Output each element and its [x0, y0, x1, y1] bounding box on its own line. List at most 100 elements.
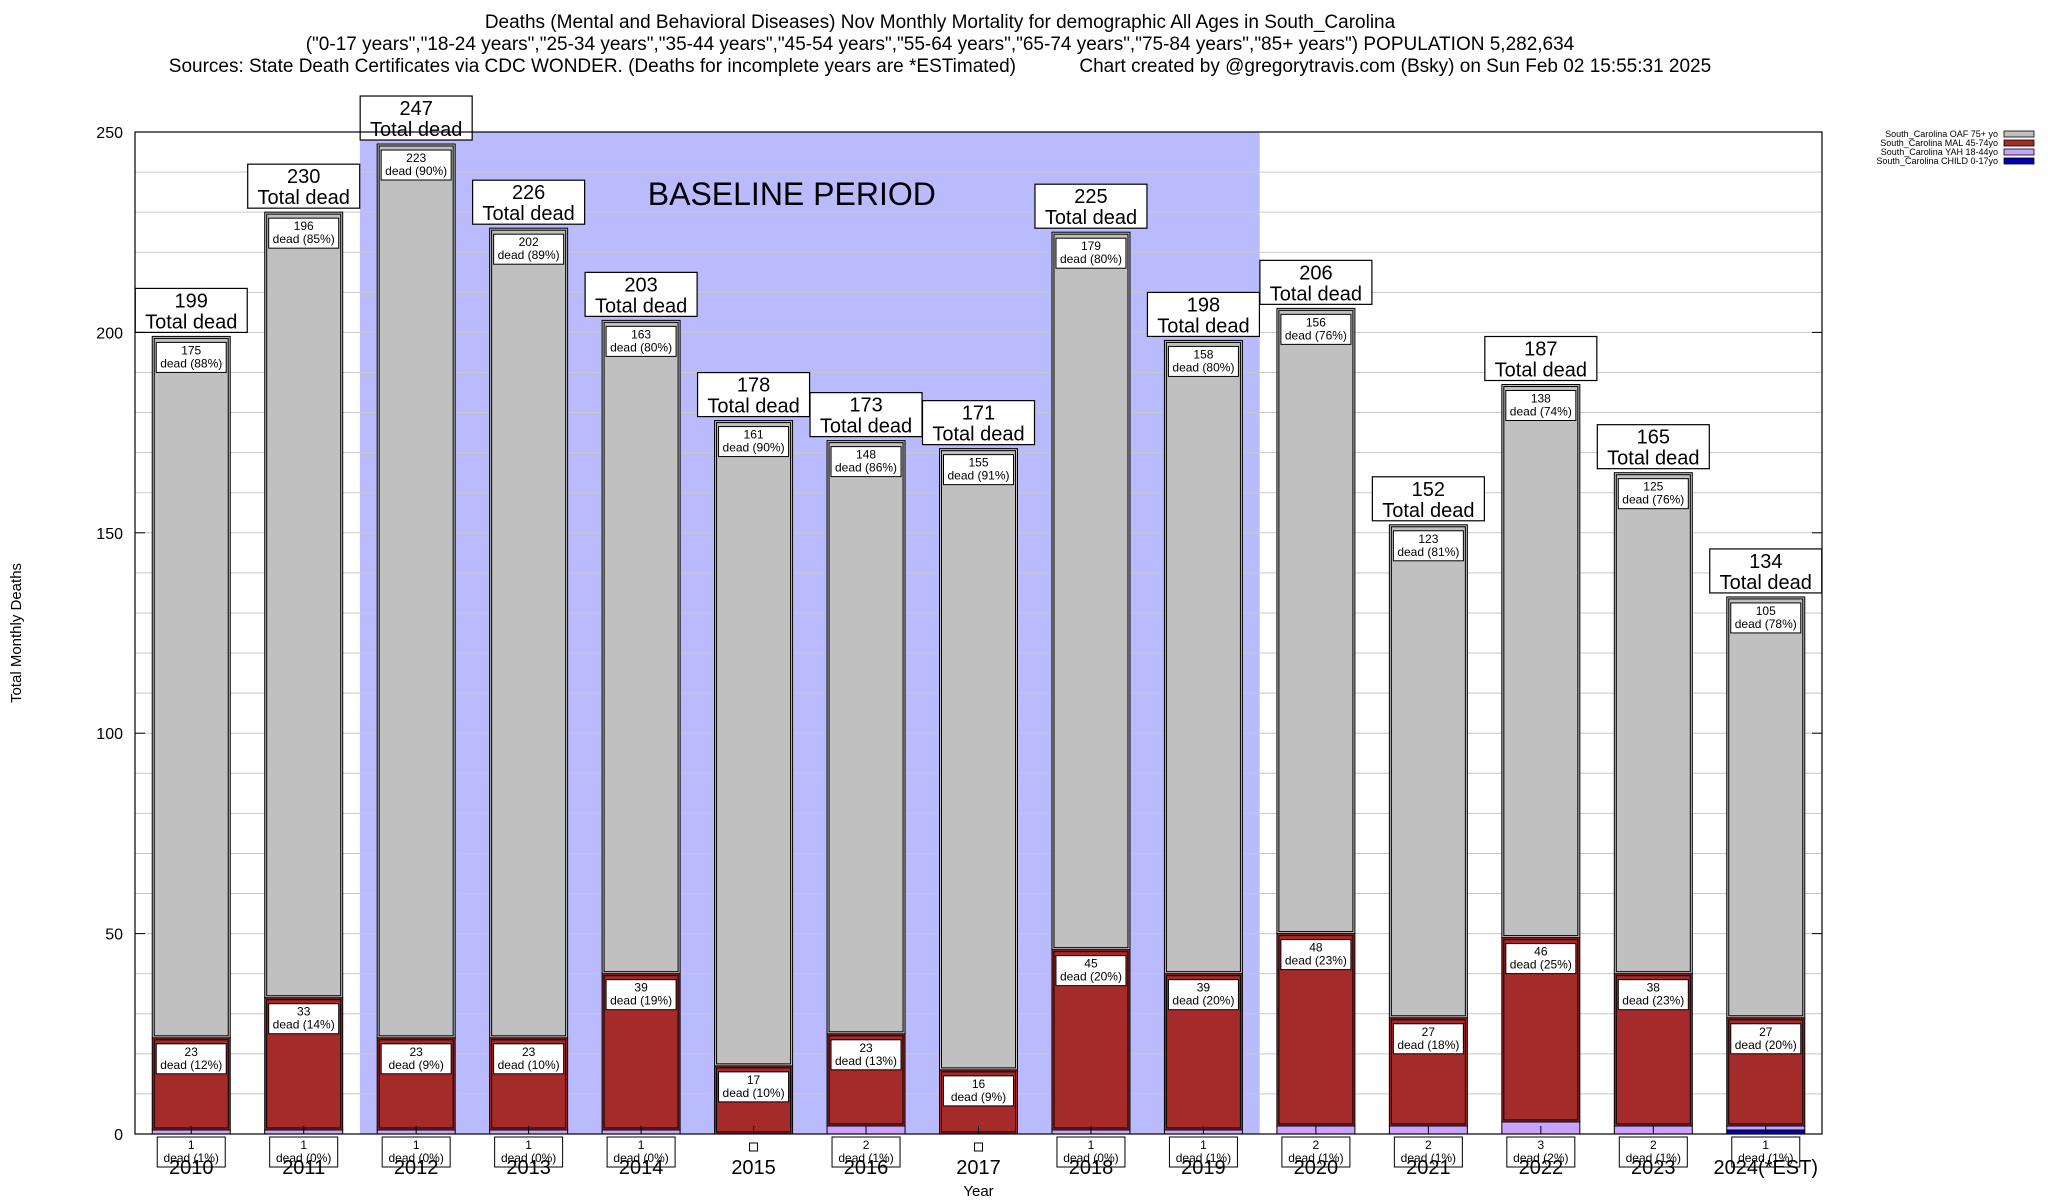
total-label-box — [1259, 259, 1373, 305]
oaf-label-box — [380, 149, 452, 181]
mal-label-pct: dead (13%) — [835, 1054, 897, 1068]
oaf-label-value: 158 — [1193, 347, 1213, 361]
mal-label-box — [1505, 943, 1577, 975]
yah-label-box — [606, 1136, 676, 1168]
total-label-box — [1371, 476, 1485, 522]
plot-border — [134, 131, 1823, 1135]
credit-note: Chart created by @gregorytravis.com (Bsk… — [1079, 56, 1712, 77]
bar-segment — [151, 335, 231, 1039]
oaf-label-box — [155, 341, 227, 373]
mal-label-value: 16 — [972, 1077, 986, 1091]
total-value: 203 — [624, 274, 657, 296]
total-label-box — [696, 371, 811, 418]
x-tick-label: 2012 — [394, 1157, 439, 1179]
mal-label-box — [718, 1071, 790, 1103]
mal-label-value: 33 — [297, 1005, 311, 1019]
yah-label-pct: dead (0%) — [1063, 1151, 1118, 1165]
oaf-label-box — [830, 446, 902, 478]
mal-label-box — [1055, 955, 1127, 987]
oaf-label-value: 155 — [968, 456, 988, 470]
x-tick-label: 2021 — [1406, 1157, 1451, 1179]
yah-label-value: 1 — [1200, 1138, 1207, 1152]
yah-label-box — [1281, 1136, 1351, 1168]
bar-segment — [1163, 339, 1243, 975]
total-label-box — [1034, 183, 1148, 229]
mal-label-pct: dead (9%) — [388, 1058, 443, 1072]
x-tick-label: 2013 — [506, 1157, 551, 1179]
oaf-label-pct: dead (89%) — [498, 248, 560, 262]
oaf-label-box — [1280, 313, 1352, 345]
total-value: 173 — [849, 395, 882, 417]
total-suffix: Total dead — [820, 416, 912, 438]
oaf-label-value: 123 — [1418, 532, 1438, 546]
oaf-label-value: 148 — [856, 448, 876, 462]
mal-label-value: 45 — [1084, 957, 1098, 971]
mal-label-value: 39 — [634, 981, 648, 995]
mal-label-value: 27 — [1422, 1025, 1436, 1039]
yah-label-pct: dead (1%) — [164, 1151, 219, 1165]
oaf-label-pct: dead (76%) — [1622, 493, 1684, 507]
oaf-label-box — [1167, 345, 1239, 377]
total-label-box — [1596, 424, 1710, 470]
yah-label-pct: dead (1%) — [1401, 1151, 1456, 1165]
bar-segment-inner — [716, 422, 792, 1065]
legend-swatch — [2003, 157, 2035, 165]
bar-segment-inner — [828, 442, 904, 1033]
yah-label-box — [1506, 1136, 1576, 1168]
bar-segment-inner — [1165, 341, 1241, 973]
yah-label-value: 1 — [300, 1138, 307, 1152]
oaf-label-value: 196 — [294, 219, 314, 233]
mal-label-pct: dead (23%) — [1285, 954, 1347, 968]
mal-label-pct: dead (14%) — [273, 1018, 335, 1032]
yah-label-pct: dead (0%) — [613, 1151, 668, 1165]
yah-label-box — [1731, 1136, 1801, 1168]
bar-segment — [1726, 596, 1806, 1019]
mal-label-pct: dead (9%) — [951, 1090, 1006, 1104]
bar-segment — [1276, 307, 1356, 935]
total-value: 225 — [1074, 186, 1107, 208]
bar-segment-inner — [1615, 975, 1691, 1125]
mal-label-value: 38 — [1647, 981, 1661, 995]
x-tick-label: 2022 — [1519, 1157, 1564, 1179]
oaf-label-box — [1617, 478, 1689, 510]
total-suffix: Total dead — [370, 119, 462, 141]
oaf-label-pct: dead (81%) — [1397, 545, 1459, 559]
yah-label-box — [1056, 1136, 1126, 1168]
bar-segment — [601, 319, 681, 975]
mal-label-pct: dead (20%) — [1172, 994, 1234, 1008]
total-value: 171 — [962, 403, 995, 425]
legend-swatch — [2003, 130, 2035, 138]
yah-label-value: 1 — [1088, 1138, 1095, 1152]
oaf-label-pct: dead (91%) — [947, 469, 1009, 483]
oaf-label-box — [718, 426, 790, 458]
bar-segment-inner — [266, 213, 342, 997]
oaf-label-value: 138 — [1531, 392, 1551, 406]
y-tick-label: 200 — [96, 325, 123, 342]
total-label-box — [247, 163, 361, 209]
yah-label-box — [831, 1136, 901, 1168]
bar-segment-inner — [1278, 935, 1354, 1125]
yah-label-box — [1168, 1136, 1238, 1168]
oaf-label-pct: dead (74%) — [1510, 405, 1572, 419]
yah-label-marker — [974, 1142, 983, 1152]
total-suffix: Total dead — [1607, 448, 1699, 470]
total-label-box — [1709, 548, 1823, 594]
yah-label-pct: dead (0%) — [276, 1151, 331, 1165]
oaf-label-pct: dead (78%) — [1735, 617, 1797, 631]
total-suffix: Total dead — [707, 396, 799, 418]
mal-label-value: 48 — [1309, 941, 1323, 955]
mal-label-value: 23 — [522, 1045, 536, 1059]
yah-label-value: 2 — [1425, 1138, 1432, 1152]
legend-label: South_Carolina OAF 75+ yo — [1885, 129, 1998, 139]
mal-label-pct: dead (20%) — [1060, 970, 1122, 984]
bar-segment-inner — [153, 337, 229, 1037]
total-value: 165 — [1637, 427, 1670, 449]
mal-label-value: 46 — [1534, 945, 1548, 959]
oaf-label-box — [605, 325, 677, 357]
yah-label-box — [156, 1136, 226, 1168]
x-tick-label: 2019 — [1181, 1157, 1226, 1179]
x-tick-label: 2014 — [619, 1157, 664, 1179]
mal-label-pct: dead (25%) — [1510, 958, 1572, 972]
oaf-label-box — [1505, 390, 1577, 422]
